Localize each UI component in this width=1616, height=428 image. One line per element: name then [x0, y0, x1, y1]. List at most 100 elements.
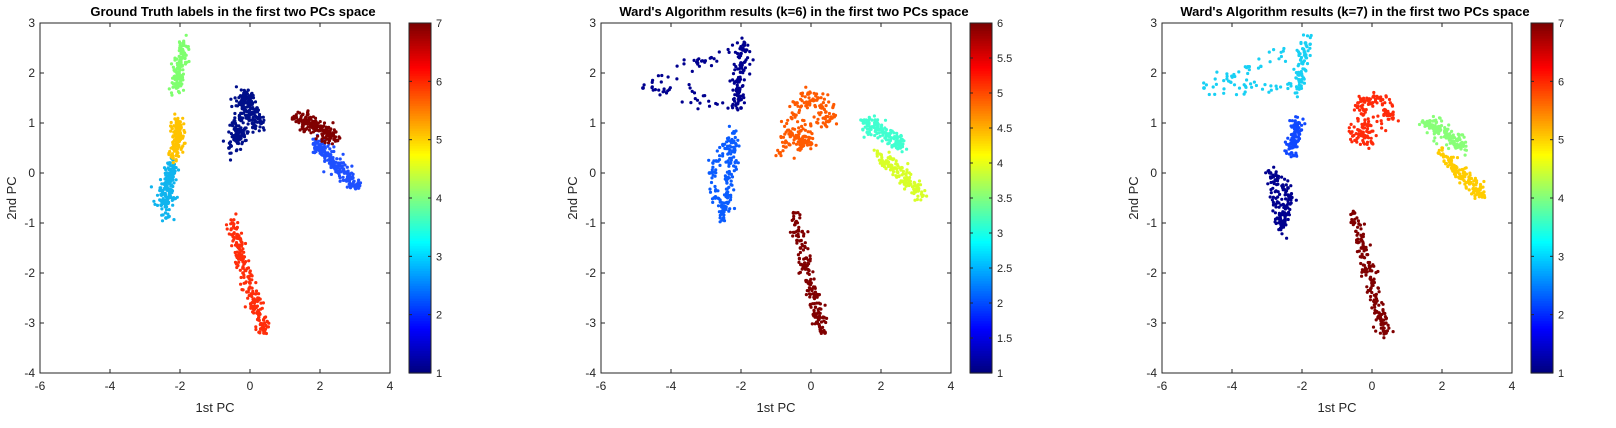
data-point [1451, 133, 1455, 137]
data-point [314, 149, 318, 154]
data-point [1377, 303, 1381, 307]
data-point [1274, 170, 1278, 174]
data-point [1291, 153, 1295, 157]
data-point [346, 172, 350, 176]
data-point [1371, 129, 1375, 133]
colorbar-band [409, 348, 431, 352]
data-point [257, 115, 262, 119]
data-point [324, 131, 328, 135]
data-point [808, 90, 812, 94]
data-point [306, 111, 310, 115]
data-point [730, 183, 734, 187]
colorbar-band [970, 260, 992, 264]
data-point [831, 106, 835, 110]
data-point [716, 189, 720, 193]
data-point [1352, 133, 1356, 137]
data-point [819, 105, 823, 109]
data-point [242, 93, 246, 97]
data-point [872, 121, 877, 125]
data-point [743, 66, 748, 70]
chart-title: Ward's Algorithm results (k=7) in the fi… [1180, 4, 1529, 19]
data-point [651, 88, 655, 92]
colorbar-band [1531, 55, 1553, 59]
colorbar-band [1531, 215, 1553, 219]
data-point [241, 265, 245, 269]
data-point [1274, 178, 1278, 183]
data-point [1371, 279, 1375, 283]
data-point [1299, 57, 1303, 62]
data-point [1434, 121, 1438, 125]
data-point [320, 139, 324, 143]
data-point [1302, 47, 1306, 51]
data-point [1380, 320, 1384, 324]
data-point [799, 238, 803, 243]
data-point [235, 250, 239, 254]
data-point [1269, 188, 1273, 192]
data-point [716, 204, 721, 208]
colorbar-band [409, 110, 431, 114]
data-point [1377, 290, 1381, 294]
data-point [1372, 264, 1376, 268]
data-point [1445, 143, 1449, 147]
colorbar-band [1531, 255, 1553, 259]
data-point [1368, 97, 1372, 101]
colorbar-band [970, 208, 992, 212]
colorbar-band [970, 265, 992, 269]
data-point [1464, 185, 1468, 189]
colorbar-band [1531, 253, 1553, 257]
data-point [242, 105, 246, 109]
colorbar-band [409, 180, 431, 184]
data-point [916, 194, 920, 198]
data-point [323, 141, 327, 145]
data-point [179, 77, 184, 81]
data-point [1464, 144, 1468, 148]
data-point [1366, 260, 1370, 265]
data-point [1266, 182, 1270, 186]
y-axis-label: 2nd PC [1126, 176, 1141, 219]
data-point [253, 292, 258, 296]
colorbar-band [1531, 293, 1553, 297]
data-point [330, 142, 334, 146]
colorbar-band [409, 158, 431, 162]
data-point [244, 126, 248, 130]
data-point [1358, 108, 1362, 112]
data-point [1352, 221, 1357, 225]
data-point [235, 133, 239, 137]
colorbar-band [970, 360, 992, 364]
data-point [1383, 101, 1387, 105]
data-point [800, 229, 805, 233]
data-point [178, 44, 182, 48]
data-point [819, 125, 824, 129]
data-point [813, 305, 818, 309]
data-point [717, 50, 721, 54]
data-point [1293, 139, 1297, 143]
data-point [246, 122, 250, 126]
data-point [317, 129, 321, 133]
colorbar-band [409, 40, 431, 44]
y-tick-label: 1 [1150, 116, 1157, 130]
data-point [900, 150, 904, 154]
data-point [1374, 134, 1378, 138]
data-point [811, 292, 816, 296]
data-point [232, 231, 236, 235]
data-point [889, 163, 893, 167]
data-point [742, 43, 747, 48]
colorbar-band [409, 215, 431, 219]
data-point [1451, 169, 1455, 173]
data-point [695, 98, 700, 102]
colorbar-band [970, 348, 992, 352]
data-point [256, 318, 260, 322]
colorbar-band [409, 230, 431, 234]
data-point [796, 229, 801, 233]
colorbar-band [409, 200, 431, 204]
data-point [708, 56, 712, 60]
data-point [1356, 225, 1360, 229]
colorbar-band [970, 160, 992, 164]
colorbar-tick-label: 2.5 [997, 263, 1012, 275]
data-point [811, 302, 815, 306]
data-point [739, 51, 743, 56]
data-point [1280, 184, 1284, 188]
colorbar-band [1531, 348, 1553, 352]
colorbar-band [409, 160, 431, 164]
